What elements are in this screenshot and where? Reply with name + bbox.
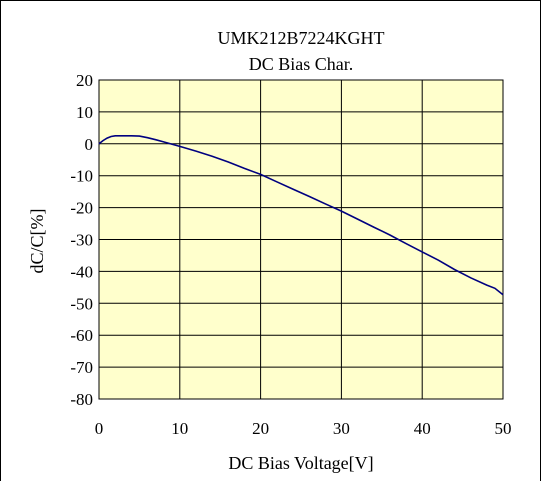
y-axis-label: dC/C[%] [27, 209, 47, 274]
y-tick-label: -80 [70, 390, 93, 409]
y-tick-label: 20 [76, 71, 93, 90]
y-tick-label: 10 [76, 103, 93, 122]
y-tick-label: -50 [70, 294, 93, 313]
x-tick-label: 40 [414, 419, 431, 438]
y-tick-labels: 20 10 0 -10 -20 -30 -40 -50 -60 -70 -80 [70, 71, 93, 409]
x-tick-label: 50 [495, 419, 512, 438]
x-tick-label: 0 [95, 419, 104, 438]
y-tick-label: -20 [70, 199, 93, 218]
y-tick-label: 0 [85, 135, 94, 154]
grid-lines [98, 79, 504, 400]
x-axis-label: DC Bias Voltage[V] [228, 453, 373, 473]
series-line [98, 135, 504, 296]
y-tick-label: -10 [70, 167, 93, 186]
chart-subtitle: DC Bias Char. [249, 54, 354, 74]
y-tick-label: -30 [70, 231, 93, 250]
y-tick-label: -40 [70, 262, 93, 281]
x-tick-label: 20 [252, 419, 269, 438]
x-tick-labels: 0 10 20 30 40 50 [95, 419, 512, 438]
y-tick-label: -70 [70, 358, 93, 377]
x-tick-label: 30 [333, 419, 350, 438]
x-tick-label: 10 [171, 419, 188, 438]
chart-title: UMK212B7224KGHT [217, 28, 384, 48]
y-tick-label: -60 [70, 326, 93, 345]
